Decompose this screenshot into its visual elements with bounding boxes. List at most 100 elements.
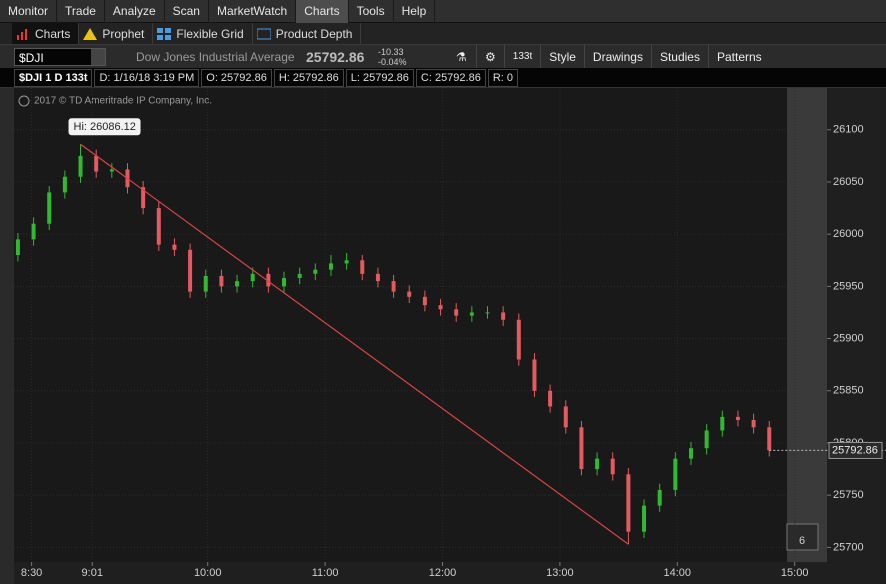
candle-body bbox=[501, 312, 506, 320]
candle-body bbox=[438, 305, 443, 310]
candle-body bbox=[266, 273, 271, 287]
candle-body bbox=[704, 430, 709, 449]
expansion-area bbox=[787, 88, 827, 562]
menu-item[interactable]: Tools bbox=[349, 0, 394, 23]
x-tick-label: 11:00 bbox=[312, 567, 339, 579]
button-label[interactable]: Style bbox=[549, 49, 576, 64]
candle-body bbox=[47, 192, 52, 224]
info-field: L: 25792.86 bbox=[345, 68, 414, 87]
x-tick-label: 14:00 bbox=[664, 567, 692, 579]
info-bar: $DJI 1 D 133t D: 1/16/18 3:19 PM O: 25792.… bbox=[0, 68, 886, 88]
tab[interactable]: Product Depth bbox=[253, 23, 362, 44]
candle-body bbox=[344, 260, 349, 264]
candle-body bbox=[720, 416, 725, 431]
net-change: -10.33 bbox=[378, 46, 404, 57]
info-field: R: 0 bbox=[487, 68, 519, 87]
menu-item[interactable]: Charts bbox=[296, 0, 349, 23]
candle-body bbox=[642, 505, 647, 532]
x-tick-label: 15:00 bbox=[781, 567, 809, 579]
candle-body bbox=[595, 458, 600, 470]
info-icon bbox=[18, 95, 30, 107]
drawings-button[interactable]: Drawings bbox=[583, 44, 651, 69]
tab-label[interactable]: Product Depth bbox=[275, 26, 353, 41]
toolbar: $DJI Dow Jones Industrial Average 25792.… bbox=[0, 44, 886, 69]
symbol[interactable]: $DJI bbox=[19, 50, 44, 65]
info-field: C: 25792.86 bbox=[415, 68, 486, 87]
candle-body bbox=[548, 390, 553, 407]
last-price: 25792.86 bbox=[306, 48, 365, 65]
candle-body bbox=[485, 312, 490, 314]
candle-body bbox=[454, 309, 459, 316]
y-tick-label: 25950 bbox=[833, 280, 864, 292]
candle-body bbox=[735, 416, 740, 421]
high-label-box bbox=[68, 118, 141, 136]
tab[interactable]: Prophet bbox=[79, 23, 154, 44]
x-tick-label: 9:01 bbox=[82, 567, 103, 579]
percent-change: -0.04% bbox=[378, 56, 407, 67]
menu-item[interactable]: Help bbox=[394, 0, 436, 23]
candle-body bbox=[188, 249, 193, 292]
trendline bbox=[80, 143, 629, 545]
tab-label[interactable]: Flexible Grid bbox=[176, 26, 244, 41]
flask-button[interactable]: ⚗ bbox=[456, 49, 467, 64]
candle-body bbox=[282, 278, 287, 287]
patterns-button[interactable]: Patterns bbox=[707, 44, 770, 69]
x-tick-label: 12:00 bbox=[429, 567, 457, 579]
candle-body bbox=[360, 260, 365, 274]
tab-label[interactable]: Charts bbox=[35, 26, 71, 41]
candle-body bbox=[673, 458, 678, 490]
tab[interactable]: Flexible Grid bbox=[153, 23, 253, 44]
copyright: 2017 © TD Ameritrade IP Company, Inc. bbox=[34, 96, 212, 107]
button-label[interactable]: Studies bbox=[659, 49, 700, 64]
settings-button[interactable]: ⚙ bbox=[476, 44, 504, 69]
menu-item[interactable]: MarketWatch bbox=[209, 0, 297, 23]
button-label[interactable]: Patterns bbox=[716, 49, 762, 64]
last-price-label: 25792.86 bbox=[832, 444, 878, 456]
last-price-box bbox=[828, 441, 883, 459]
studies-button[interactable]: Studies bbox=[650, 44, 708, 69]
candle-body bbox=[767, 427, 772, 451]
style-button[interactable]: Style bbox=[540, 44, 584, 69]
info-field: $DJI 1 D 133t bbox=[14, 68, 93, 87]
candle-body bbox=[328, 263, 333, 270]
candle-body bbox=[422, 296, 427, 306]
y-tick-label: 25700 bbox=[833, 541, 864, 553]
menu-item[interactable]: Trade bbox=[57, 0, 105, 23]
button-label[interactable]: Drawings bbox=[592, 49, 643, 64]
plot-area bbox=[14, 88, 827, 562]
x-tick-label: 8:30 bbox=[21, 567, 42, 579]
candle-body bbox=[688, 448, 693, 459]
dropdown[interactable] bbox=[91, 48, 105, 65]
candle-body bbox=[78, 155, 83, 177]
menu-item[interactable]: Scan bbox=[165, 0, 209, 23]
description: Dow Jones Industrial Average bbox=[136, 49, 295, 64]
y-tick-label: 25900 bbox=[833, 332, 864, 344]
x-tick-label: 13:00 bbox=[546, 567, 574, 579]
candle-body bbox=[62, 176, 67, 193]
aggregation[interactable]: 133t bbox=[503, 44, 540, 69]
price-axis bbox=[827, 88, 886, 562]
candle-body bbox=[156, 208, 161, 245]
tab-icon bbox=[17, 28, 27, 40]
tab[interactable]: Charts bbox=[12, 23, 80, 44]
info-field: D: 1/16/18 3:19 PM bbox=[94, 68, 200, 87]
candle-body bbox=[219, 275, 224, 287]
y-tick-label: 25750 bbox=[833, 489, 864, 501]
candle-body bbox=[469, 312, 474, 316]
candle-body bbox=[610, 458, 615, 475]
candle-body bbox=[141, 187, 146, 209]
candle-body bbox=[297, 273, 302, 279]
badge-box[interactable] bbox=[786, 523, 819, 551]
high-label: Hi: 26086.12 bbox=[74, 121, 136, 133]
symbol-input[interactable]: $DJI bbox=[14, 47, 106, 66]
candle-body bbox=[313, 269, 318, 274]
tab-icon bbox=[83, 27, 98, 40]
menu-item[interactable]: Monitor bbox=[0, 0, 58, 23]
menu-item[interactable]: Analyze bbox=[105, 0, 165, 23]
candle-body bbox=[15, 239, 20, 256]
tab-label[interactable]: Prophet bbox=[102, 26, 145, 41]
candle-body bbox=[250, 273, 255, 282]
candle-body bbox=[532, 359, 537, 391]
badge[interactable]: 6 bbox=[799, 535, 805, 547]
